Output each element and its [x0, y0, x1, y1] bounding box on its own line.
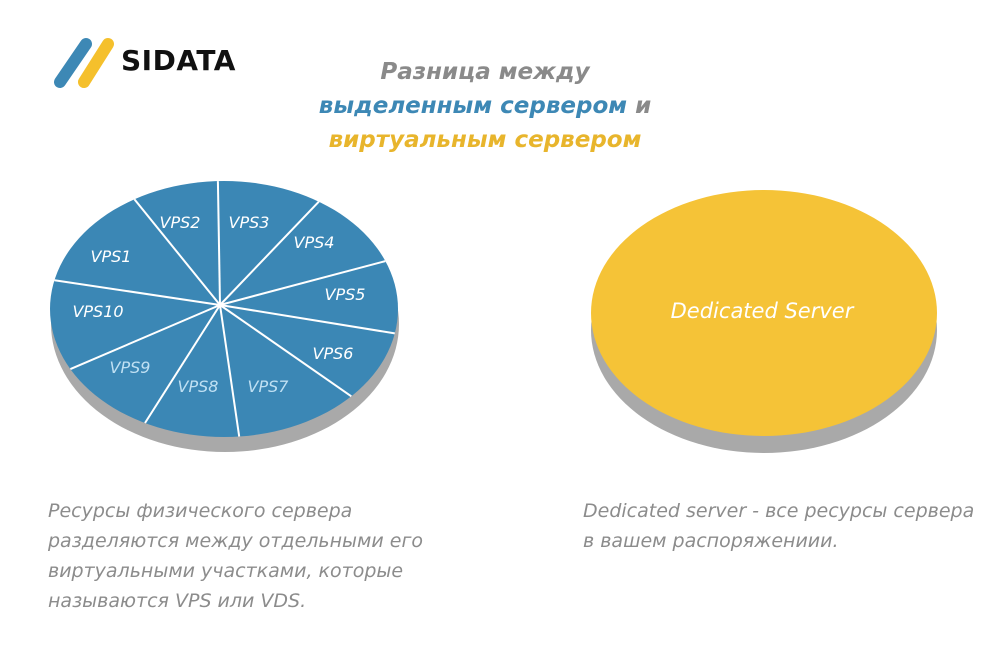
vps-slice-label: VPS3	[229, 213, 270, 232]
title-line-1: Разница между	[380, 59, 590, 85]
sidata-logo-icon	[54, 38, 114, 88]
vps-slice-label: VPS8	[178, 377, 219, 396]
vps-slice-label: VPS1	[91, 247, 132, 266]
vps-divider-line	[144, 304, 221, 424]
vps-divider-line	[219, 260, 386, 306]
vps-divider-line	[219, 304, 395, 335]
dedicated-description: Dedicated server - все ресурсы сервера в…	[583, 500, 975, 552]
vps-slice-dividers	[54, 181, 395, 437]
vps-slice-labels: VPS1 VPS2 VPS3 VPS4 VPS5 VPS6 VPS7 VPS8 VPS9 VPS1…	[72, 213, 365, 396]
vps-description: Ресурсы физического сервера разделяются …	[48, 500, 424, 612]
vps-slice-label: VPS10	[72, 302, 123, 321]
title-virtual-text: виртуальным сервером	[328, 127, 642, 153]
page-title: Разница между выделенным сервером и вирт…	[300, 55, 670, 157]
vps-divider-line	[216, 181, 221, 306]
dedicated-disk: Dedicated Server	[591, 190, 937, 453]
vps-disk: VPS1 VPS2 VPS3 VPS4 VPS5 VPS6 VPS7 VPS8 VPS9 VPS1…	[50, 181, 399, 452]
vps-disk-face	[50, 181, 398, 437]
vps-slice-label: VPS4	[294, 233, 335, 252]
vps-divider-line	[219, 201, 320, 306]
vps-divider-line	[54, 279, 221, 306]
vps-slice-label: VPS9	[110, 358, 151, 377]
brand-name: SIDATA	[121, 44, 236, 77]
title-dedicated-text: выделенным сервером	[318, 93, 628, 119]
title-line-2: выделенным сервером и	[300, 89, 670, 123]
vps-divider-line	[70, 304, 221, 371]
vps-slice-label: VPS5	[325, 285, 366, 304]
title-conjunction: и	[627, 93, 652, 119]
vps-slice-label: VPS6	[313, 344, 354, 363]
vps-divider-line	[219, 304, 241, 437]
dedicated-disk-face	[591, 190, 937, 436]
vps-slice-label: VPS2	[160, 213, 201, 232]
vps-divider-line	[219, 304, 352, 398]
vps-divider-line	[133, 198, 221, 306]
dedicated-server-label: Dedicated Server	[671, 299, 855, 323]
vps-slice-label: VPS7	[248, 377, 290, 396]
